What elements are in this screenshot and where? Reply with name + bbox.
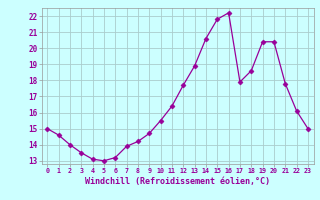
X-axis label: Windchill (Refroidissement éolien,°C): Windchill (Refroidissement éolien,°C): [85, 177, 270, 186]
